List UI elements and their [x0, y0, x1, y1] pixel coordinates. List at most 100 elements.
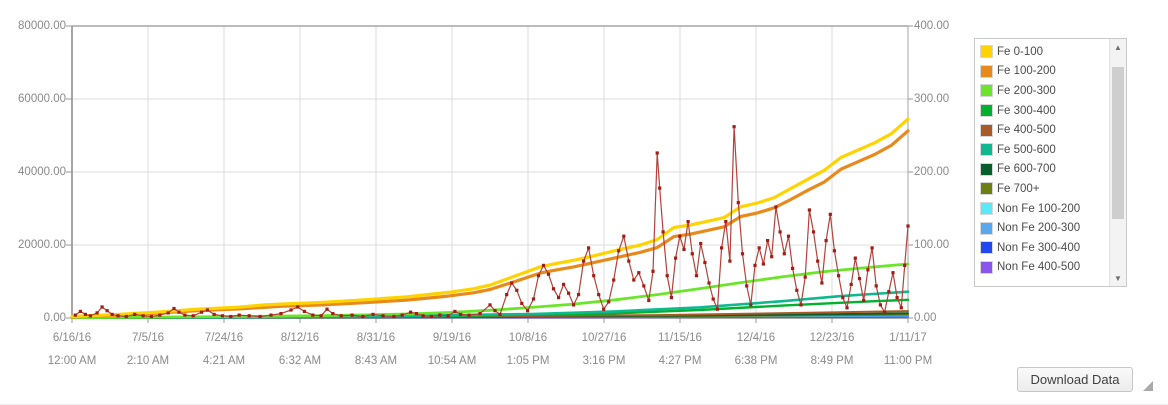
- data-point-marker: [541, 263, 546, 267]
- data-point-marker: [110, 312, 114, 316]
- data-point-marker: [498, 312, 502, 316]
- y-left-tick-label: 0.00: [43, 312, 66, 324]
- data-point-marker: [637, 271, 641, 275]
- data-point-marker: [597, 293, 601, 297]
- data-point-marker: [172, 306, 176, 311]
- data-point-marker: [536, 274, 541, 278]
- data-point-marker: [778, 230, 782, 234]
- legend-item[interactable]: Fe 300-400: [980, 101, 1105, 121]
- data-point-marker: [562, 282, 566, 286]
- data-point-marker: [699, 241, 703, 246]
- legend-item-label: Non Fe 100-200: [997, 202, 1081, 215]
- data-point-marker: [582, 259, 586, 263]
- legend-item[interactable]: Non Fe 400-500: [980, 258, 1105, 278]
- data-point-marker: [715, 307, 719, 311]
- data-point-marker: [736, 201, 740, 205]
- legend-item-label: Fe 500-600: [997, 143, 1056, 156]
- data-point-marker: [350, 313, 354, 317]
- data-point-marker: [331, 312, 335, 316]
- data-point-marker: [853, 256, 857, 260]
- series-fe-0-100: [70, 117, 910, 319]
- data-point-marker: [732, 125, 736, 129]
- legend-item-label: Fe 700+: [997, 182, 1040, 195]
- x-tick-time: 12:00 AM: [47, 355, 97, 367]
- x-tick-label: 1/11/17 11:00 PM: [884, 327, 932, 373]
- x-tick-label: 12/23/16 8:49 PM: [810, 327, 855, 373]
- data-point-marker: [658, 186, 662, 190]
- data-point-marker: [258, 314, 262, 319]
- legend-item[interactable]: Fe 600-700: [980, 160, 1105, 180]
- data-point-marker: [807, 208, 811, 212]
- data-point-marker: [816, 259, 820, 263]
- data-point-marker: [279, 312, 283, 316]
- legend-swatch-icon: [980, 260, 993, 274]
- data-point-marker: [237, 313, 241, 317]
- data-point-marker: [520, 301, 524, 305]
- data-point-marker: [883, 310, 887, 314]
- x-tick-time: 8:43 AM: [354, 355, 398, 367]
- data-point-marker: [116, 314, 120, 318]
- data-point-marker: [849, 282, 853, 286]
- data-point-marker: [899, 306, 903, 310]
- data-point-marker: [409, 310, 413, 314]
- legend-item[interactable]: Non Fe 100-200: [980, 199, 1105, 219]
- download-data-button[interactable]: Download Data: [1017, 367, 1133, 392]
- data-point-marker: [319, 314, 323, 318]
- y-right-tick-label: 400.00: [914, 20, 950, 32]
- data-point-marker: [720, 246, 724, 250]
- data-point-marker: [361, 314, 365, 319]
- data-point-marker: [141, 314, 145, 318]
- legend-item[interactable]: Non Fe 300-400: [980, 238, 1105, 258]
- data-point-marker: [339, 314, 343, 318]
- data-point-marker: [728, 259, 732, 263]
- data-point-marker: [269, 313, 273, 317]
- data-point-marker: [857, 277, 862, 281]
- data-point-marker: [200, 310, 204, 314]
- x-tick-date: 8/31/16: [356, 332, 396, 344]
- y-right-tick-label: 200.00: [914, 166, 950, 178]
- data-point-marker: [749, 303, 753, 307]
- legend-item[interactable]: Fe 400-500: [980, 120, 1105, 140]
- y-left-tick-label: 60000.00: [18, 93, 66, 105]
- data-point-marker: [795, 288, 799, 292]
- data-point-marker: [577, 293, 581, 297]
- x-tick-time: 8:49 PM: [810, 355, 854, 367]
- data-point-marker: [124, 314, 128, 319]
- scroll-down-button[interactable]: ▼: [1110, 270, 1126, 286]
- legend-item-label: Fe 300-400: [997, 104, 1056, 117]
- data-point-marker: [811, 230, 816, 234]
- data-point-marker: [296, 305, 300, 309]
- data-point-marker: [567, 291, 571, 295]
- data-point-marker: [95, 311, 99, 315]
- x-tick-date: 6/16/16: [52, 332, 92, 344]
- data-point-marker: [870, 246, 874, 250]
- resize-handle-icon[interactable]: [1143, 381, 1153, 391]
- legend-swatch-icon: [980, 221, 993, 235]
- legend-item-label: Fe 0-100: [997, 45, 1044, 58]
- scroll-up-button[interactable]: ▲: [1110, 39, 1126, 55]
- legend-item-label: Fe 100-200: [997, 65, 1056, 78]
- legend-item-label: Fe 200-300: [997, 84, 1056, 97]
- data-point-marker: [622, 234, 626, 238]
- data-point-marker: [177, 310, 181, 314]
- data-point-marker: [669, 296, 673, 300]
- legend-item[interactable]: Fe 0-100: [980, 42, 1105, 62]
- legend-item[interactable]: Fe 500-600: [980, 140, 1105, 160]
- data-point-marker: [661, 230, 665, 234]
- x-tick-date: 11/15/16: [658, 332, 702, 344]
- data-point-marker: [703, 260, 707, 265]
- legend-item[interactable]: Non Fe 200-300: [980, 218, 1105, 238]
- data-point-marker: [786, 234, 791, 238]
- legend-scrollbar[interactable]: ▲ ▼: [1109, 39, 1126, 286]
- legend-item[interactable]: Fe 100-200: [980, 62, 1105, 82]
- legend-swatch-icon: [980, 143, 993, 157]
- data-point-marker: [895, 296, 899, 300]
- legend-item-label: Non Fe 300-400: [997, 241, 1081, 254]
- data-point-marker: [526, 309, 530, 313]
- data-point-marker: [229, 314, 233, 319]
- legend-item[interactable]: Fe 200-300: [980, 81, 1105, 101]
- x-tick-time: 10:54 AM: [427, 355, 477, 367]
- legend-scrollbar-thumb[interactable]: [1112, 67, 1124, 219]
- legend-item[interactable]: Fe 700+: [980, 179, 1105, 199]
- data-point-marker: [592, 274, 596, 278]
